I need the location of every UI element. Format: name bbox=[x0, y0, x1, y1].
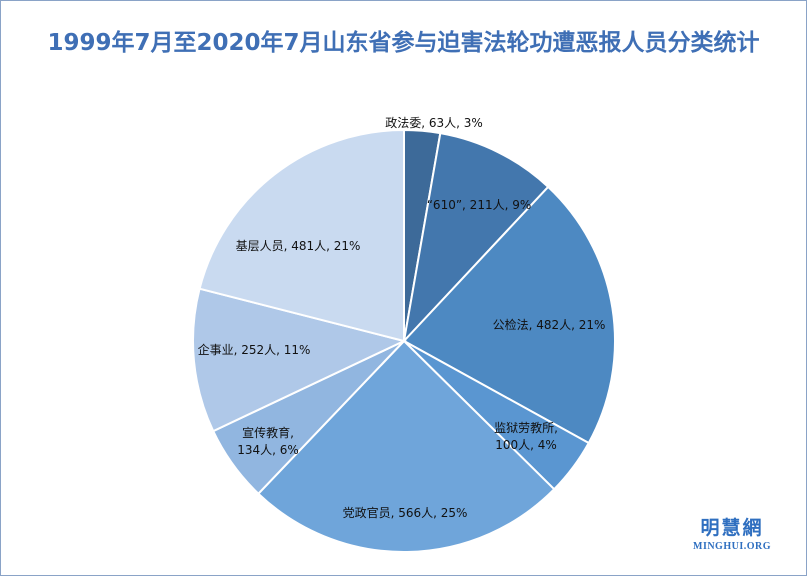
logo-english-text: MINGHUI.ORG bbox=[693, 541, 771, 552]
pie-slice bbox=[402, 131, 550, 345]
slice-label-line: 宣传教育, bbox=[242, 425, 294, 440]
slice-data-label: 宣传教育, 134人, 6% bbox=[237, 425, 299, 457]
logo-chinese-text: 明慧網 bbox=[700, 517, 764, 539]
slice-data-label: “610”, 211人, 9% bbox=[427, 198, 532, 212]
slice-data-label: 企事业, 252人, 11% bbox=[198, 342, 311, 357]
slice-data-label: 党政官员, 566人, 25% bbox=[343, 505, 468, 520]
slice-label-line: 134人, 6% bbox=[237, 443, 299, 457]
slice-data-label: 基层人员, 481人, 21% bbox=[236, 239, 361, 253]
pie-slice bbox=[402, 185, 616, 445]
slice-label-line: 100人, 4% bbox=[495, 438, 557, 452]
slice-data-label: 监狱劳教所, 100人, 4% bbox=[494, 420, 558, 452]
chart-title: 1999年7月至2020年7月山东省参与迫害法轮功遭恶报人员分类统计 bbox=[47, 30, 760, 56]
slice-data-label: 公检法, 482人, 21% bbox=[493, 317, 606, 332]
pie-slice bbox=[192, 287, 407, 433]
pie-slice bbox=[198, 128, 405, 343]
slice-label-line: 监狱劳教所, bbox=[494, 420, 558, 435]
slice-data-label: 政法委, 63人, 3% bbox=[385, 116, 483, 130]
minghui-logo: 明慧網 MINGHUI.ORG bbox=[682, 513, 782, 552]
pie-slice bbox=[256, 339, 556, 553]
